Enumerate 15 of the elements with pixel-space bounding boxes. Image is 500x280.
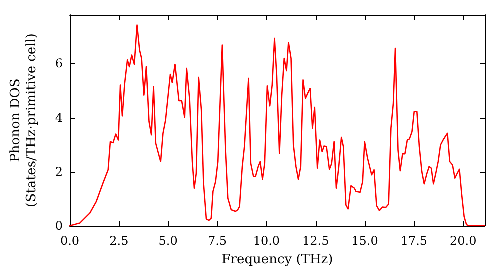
x-tick-label: 12.5 [302,234,330,248]
y-tick-label: 4 [55,110,64,125]
x-tick-label: 10.0 [253,234,280,248]
y-tick-label: 6 [55,56,63,71]
x-tick-label: 0.0 [60,234,80,248]
y-tick-label: 0 [55,219,63,233]
x-tick-label: 20.0 [450,234,477,248]
x-tick-label: 7.5 [208,234,228,248]
x-tick-label: 17.5 [400,234,428,248]
x-axis-title: Frequency (THz) [222,252,334,268]
y-axis-title: Phonon DOS (States/THz·primitive cell) [8,33,40,208]
x-tick-label: 2.5 [110,234,129,248]
x-tick-label: 5.0 [158,234,178,248]
y-tick-label: 2 [55,164,63,179]
x-tick-label: 15.0 [352,234,378,248]
